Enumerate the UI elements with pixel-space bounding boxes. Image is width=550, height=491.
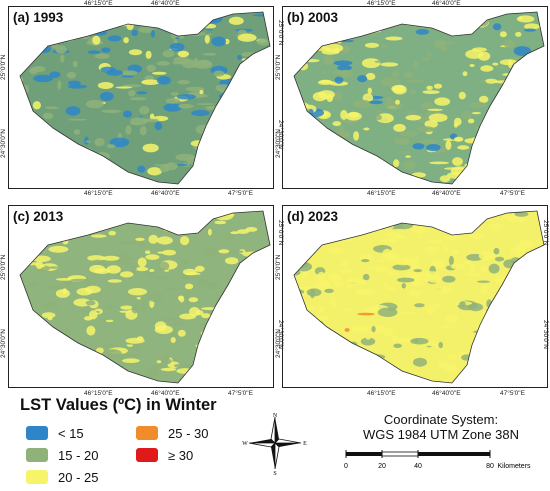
lon-tick-label: 47°5'0"E (500, 390, 525, 397)
legend-title: LST Values (ºC) in Winter (20, 396, 217, 414)
lon-tick-label: 46°40'0"E (151, 190, 180, 197)
compass-n: N (273, 413, 278, 419)
coordinate-system-label: Coordinate System: WGS 1984 UTM Zone 38N (346, 412, 536, 442)
legend-label: < 15 (58, 426, 84, 441)
lon-tick-label: 46°15'0"E (84, 390, 113, 397)
panel-title: (a) 1993 (13, 10, 64, 25)
lon-tick-label: 46°15'0"E (84, 0, 113, 7)
lat-tick-label: 24°30'0"N (542, 320, 549, 349)
lon-tick-label: 46°15'0"E (367, 390, 396, 397)
map-panel-2023: (d) 2023 (282, 205, 548, 388)
legend-label: 15 - 20 (58, 448, 99, 463)
legend-swatch-25-30 (136, 426, 158, 440)
lon-tick-label: 47°5'0"E (228, 390, 253, 397)
lon-tick-label: 46°40'0"E (151, 390, 180, 397)
lon-tick-label: 46°15'0"E (367, 0, 396, 7)
lat-tick-label: 25°0'0"N (277, 20, 284, 46)
lat-tick-label: 25°0'0"N (275, 254, 282, 280)
lon-tick-label: 46°40'0"E (432, 0, 461, 7)
scale-bar: 0 20 40 80 Kilometers (344, 450, 531, 470)
region-map-2003 (293, 11, 545, 185)
lon-tick-label: 46°40'0"E (432, 390, 461, 397)
lat-tick-label: 25°0'0"N (277, 220, 284, 246)
map-panel-2003: (b) 2003 (282, 6, 548, 189)
panel-title: (c) 2013 (13, 209, 64, 224)
coordinate-system-line1: Coordinate System: (383, 412, 499, 427)
lon-tick-label: 46°15'0"E (367, 190, 396, 197)
lat-tick-label: 24°30'0"N (277, 320, 284, 349)
legend-label: ≥ 30 (168, 448, 194, 463)
compass-s: S (273, 471, 276, 476)
compass-rose-icon: N S E W (242, 413, 307, 476)
coordinate-system-line2: WGS 1984 UTM Zone 38N (362, 427, 520, 442)
scale-tick-label: 40 (414, 463, 422, 470)
region-map-2013 (19, 210, 271, 384)
lat-tick-label: 24°30'0"N (277, 120, 284, 149)
legend-label: 25 - 30 (168, 426, 209, 441)
lon-tick-label: 46°40'0"E (151, 0, 180, 7)
compass-w: W (242, 441, 248, 447)
scale-tick-label: 0 (344, 463, 348, 470)
scale-tick-label: 20 (378, 463, 386, 470)
legend-label: 20 - 25 (58, 470, 99, 485)
panel-title: (b) 2003 (287, 10, 339, 25)
lon-tick-label: 47°5'0"E (228, 190, 253, 197)
lat-tick-label: 25°0'0"N (275, 54, 282, 80)
lat-tick-label: 25°0'0"N (542, 220, 549, 246)
legend-swatch-gte30 (136, 448, 158, 462)
map-panel-1993: (a) 1993 (8, 6, 274, 189)
scale-unit-label: Kilometers (497, 463, 531, 470)
compass-e: E (303, 441, 307, 447)
lon-tick-label: 47°5'0"E (500, 190, 525, 197)
lat-tick-label: 25°0'0"N (0, 254, 7, 280)
region-map-1993 (19, 11, 271, 185)
lon-tick-label: 46°40'0"E (432, 190, 461, 197)
lat-tick-label: 25°0'0"N (0, 54, 7, 80)
panel-title: (d) 2023 (287, 209, 339, 224)
legend-swatch-20-25 (26, 470, 48, 484)
lat-tick-label: 24°30'0"N (0, 129, 7, 158)
region-map-2023 (293, 210, 545, 384)
lon-tick-label: 46°15'0"E (84, 190, 113, 197)
legend-swatch-15-20 (26, 448, 48, 462)
lat-tick-label: 24°30'0"N (0, 329, 7, 358)
map-panel-2013: (c) 2013 (8, 205, 274, 388)
scale-tick-label: 80 (486, 463, 494, 470)
legend-swatch-lt15 (26, 426, 48, 440)
